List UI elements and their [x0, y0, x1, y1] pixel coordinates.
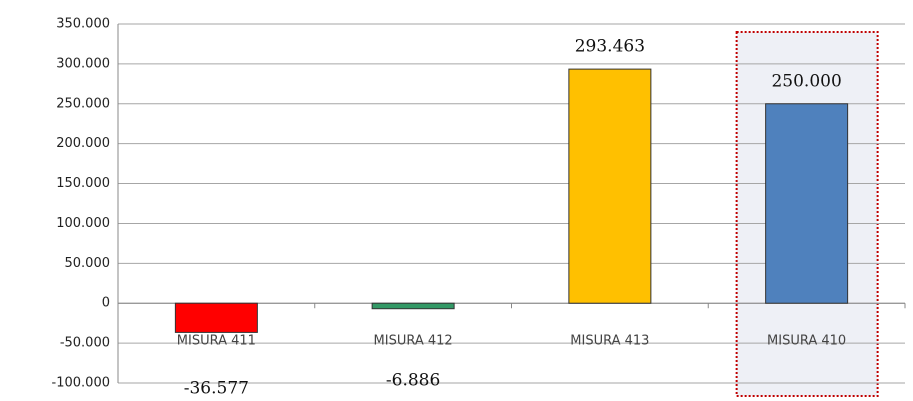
- x-tick-label: MISURA 411: [177, 334, 256, 349]
- bar: [568, 68, 652, 304]
- data-label: -6.886: [386, 371, 440, 391]
- y-tick-label: -50.000: [60, 336, 110, 351]
- y-tick-label: 200.000: [56, 136, 110, 151]
- y-tick-label: 150.000: [56, 176, 110, 191]
- bar: [765, 103, 849, 304]
- data-label: -36.577: [184, 379, 249, 399]
- y-tick-label: 250.000: [56, 96, 110, 111]
- x-tick-label: MISURA 413: [570, 334, 649, 349]
- bar: [371, 302, 455, 310]
- x-tick-label: MISURA 410: [767, 334, 846, 349]
- y-tick-label: 300.000: [56, 56, 110, 71]
- bar: [174, 302, 258, 333]
- y-tick-label: 100.000: [56, 216, 110, 231]
- data-label: 250.000: [771, 71, 841, 91]
- y-tick-label: 50.000: [65, 256, 111, 271]
- y-tick-label: 350.000: [56, 17, 110, 32]
- x-tick-label: MISURA 412: [374, 334, 453, 349]
- data-label: 293.463: [575, 37, 645, 57]
- y-tick-label: -100.000: [52, 376, 110, 391]
- y-tick-label: 0: [102, 296, 110, 311]
